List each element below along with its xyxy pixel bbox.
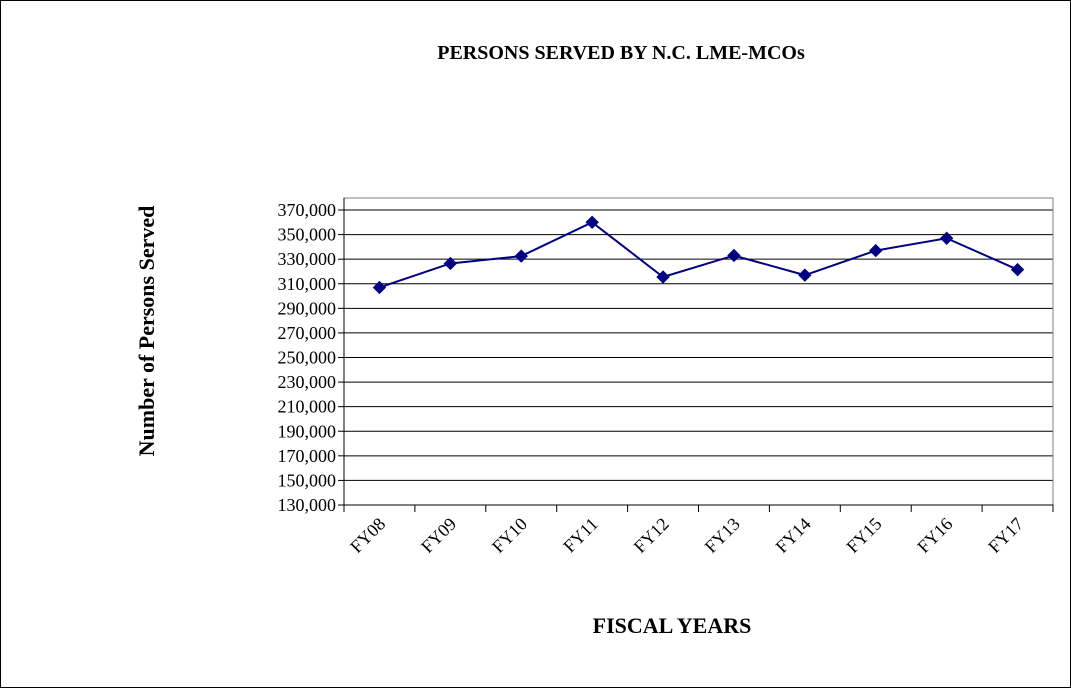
y-tick-label: 170,000 [278,446,337,466]
x-tick-label: FY16 [913,514,956,557]
data-point [585,215,599,229]
y-tick-labels: 370,000 350,000 330,000 310,000 290,000 270,0… [278,200,337,515]
x-tick-label: FY15 [842,514,885,557]
y-tick-label: 250,000 [278,348,337,368]
x-tick-label: FY10 [488,514,531,557]
chart-title: PERSONS SERVED BY N.C. LME-MCOs [437,42,805,64]
y-tick-label: 370,000 [278,200,337,220]
x-tick-label: FY13 [701,514,744,557]
y-tick-label: 130,000 [278,495,337,515]
x-tick-labels: FY08 FY09 FY10 FY11 FY12 FY13 FY14 FY15 FY16 FY17 [346,514,1027,557]
data-point [727,248,741,263]
y-tick-label: 210,000 [278,397,337,417]
y-tick-label: 310,000 [278,274,337,294]
data-point [939,231,954,245]
y-tick-label: 270,000 [278,323,337,343]
y-tick-label: 150,000 [278,470,337,490]
x-tick-label: FY09 [417,514,460,557]
data-point [514,249,528,263]
y-axis-title: Number of Persons Served [134,206,159,457]
y-tick-label: 350,000 [278,225,337,245]
series-layer [372,215,1025,295]
data-point [1010,262,1025,277]
data-point [798,268,812,282]
y-tick-label: 190,000 [278,421,337,441]
data-point [656,270,670,284]
data-point [443,256,458,271]
y-tick-label: 290,000 [278,298,337,318]
gridlines [344,209,1053,481]
data-point [869,243,883,258]
x-tick-label: FY17 [984,514,1027,557]
data-point [372,280,387,295]
axes [338,198,1054,512]
y-tick-label: 230,000 [278,372,337,392]
y-tick-label: 330,000 [278,249,337,269]
series-line [379,221,1018,289]
x-tick-label: FY12 [630,514,673,557]
x-tick-label: FY08 [346,514,389,557]
x-axis-title: FISCAL YEARS [593,613,752,638]
x-tick-label: FY11 [559,514,602,557]
x-tick-label: FY14 [772,514,815,557]
